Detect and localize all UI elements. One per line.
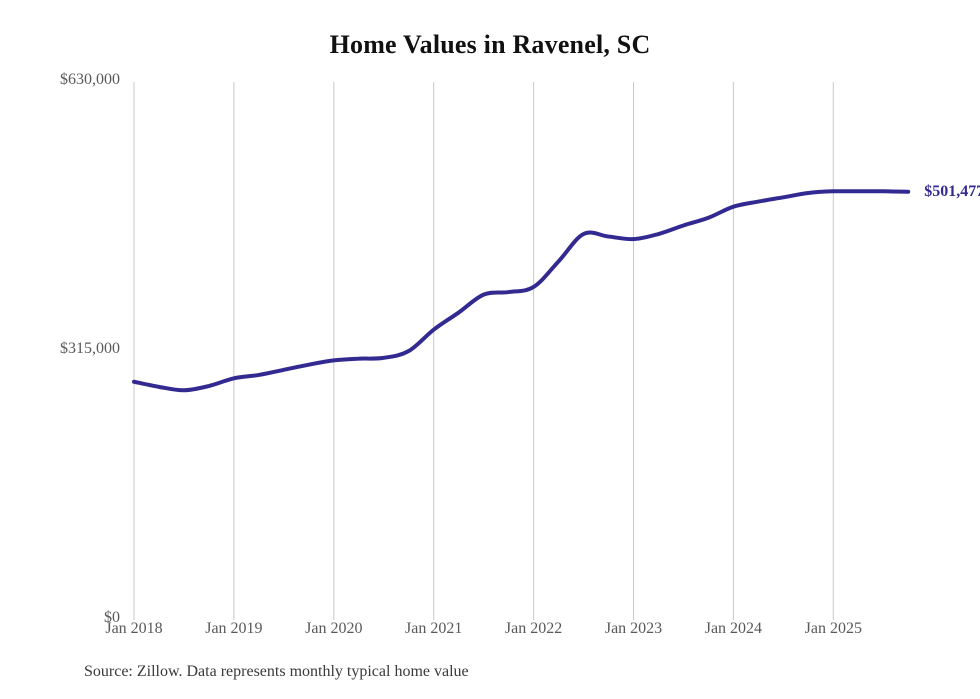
x-tick-label: Jan 2023 (604, 620, 663, 637)
gridline-group (133, 82, 834, 620)
x-tick-label: Jan 2020 (305, 620, 363, 637)
series-end-value-label: $501,477 (924, 182, 980, 200)
x-tick-label: Jan 2018 (105, 620, 163, 637)
chart-title: Home Values in Ravenel, SC (329, 30, 651, 59)
source-note: Source: Zillow. Data represents monthly … (84, 663, 469, 680)
plot-svg (132, 82, 911, 620)
plot-area (132, 82, 911, 620)
x-tick-label: Jan 2024 (704, 620, 763, 637)
x-tick-label: Jan 2021 (405, 620, 463, 637)
x-tick-label: Jan 2025 (804, 620, 862, 637)
home-value-line (132, 189, 911, 393)
y-axis: $630,000 $315,000 $0 (0, 0, 120, 660)
y-tick-label-0: $0 (104, 609, 120, 626)
y-tick-label-630000: $630,000 (60, 71, 120, 88)
x-tick-label: Jan 2019 (205, 620, 263, 637)
x-tick-label: Jan 2022 (504, 620, 563, 637)
y-tick-label-315000: $315,000 (60, 340, 120, 357)
